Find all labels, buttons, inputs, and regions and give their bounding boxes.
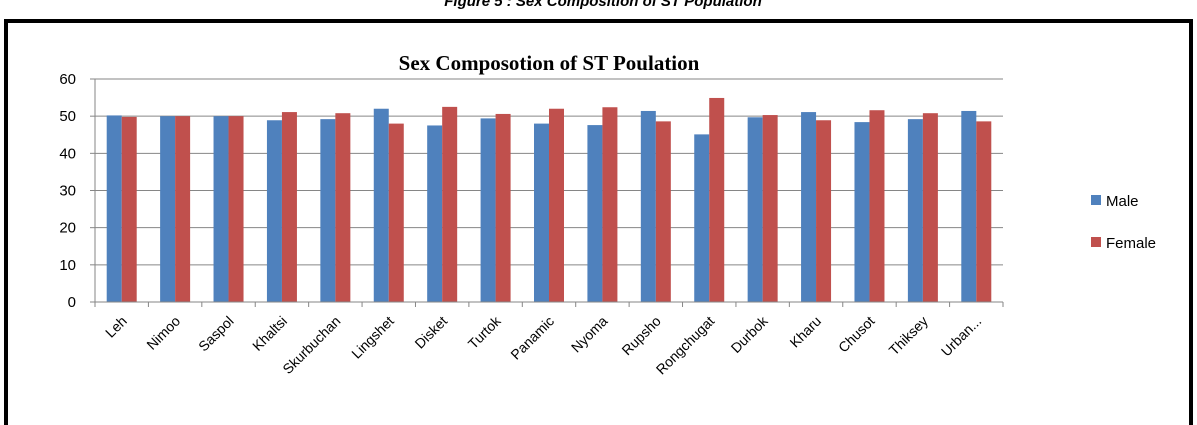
x-tick-label: Nyoma bbox=[568, 313, 611, 356]
x-tick-label: Urban... bbox=[938, 313, 985, 360]
legend-label: Male bbox=[1106, 193, 1139, 210]
legend-swatch bbox=[1091, 195, 1101, 205]
bar bbox=[854, 122, 870, 302]
bar bbox=[747, 117, 763, 302]
bar bbox=[762, 115, 778, 302]
x-tick-label: Skurbuchan bbox=[279, 313, 343, 377]
bar bbox=[373, 108, 389, 302]
bar bbox=[427, 125, 443, 302]
bar bbox=[640, 110, 656, 302]
x-tick-label: Rongchugat bbox=[653, 313, 718, 378]
y-tick-label: 20 bbox=[59, 220, 76, 237]
bar bbox=[602, 107, 618, 302]
x-tick-label: Chusot bbox=[835, 313, 878, 356]
x-tick-label: Panamic bbox=[507, 313, 557, 363]
bar bbox=[320, 119, 336, 302]
bar bbox=[655, 121, 671, 303]
bar bbox=[816, 120, 832, 302]
x-tick-label: Kharu bbox=[786, 313, 824, 351]
bar bbox=[961, 110, 977, 302]
bar bbox=[480, 118, 496, 302]
bar bbox=[549, 108, 564, 302]
x-tick-label: Thiksey bbox=[886, 313, 931, 358]
bar bbox=[335, 113, 351, 303]
legend-label: Female bbox=[1106, 235, 1156, 252]
y-tick-label: 60 bbox=[59, 71, 76, 88]
bar bbox=[388, 123, 404, 302]
bar bbox=[121, 116, 137, 302]
bar bbox=[281, 112, 297, 302]
x-tick-label: Leh bbox=[102, 313, 130, 341]
y-tick-label: 40 bbox=[59, 145, 76, 162]
bar bbox=[160, 116, 176, 303]
y-tick-label: 10 bbox=[59, 257, 76, 274]
bar bbox=[442, 106, 458, 302]
bar bbox=[495, 113, 511, 302]
figure-caption: Figure 5 : Sex Composition of ST Populat… bbox=[444, 0, 762, 10]
x-tick-label: Rupsho bbox=[619, 313, 665, 359]
bar bbox=[106, 115, 122, 302]
x-tick-label: Lingshet bbox=[348, 313, 397, 362]
bar bbox=[907, 119, 923, 302]
bar bbox=[534, 123, 549, 302]
x-tick-label: Durbok bbox=[728, 312, 772, 356]
x-tick-label: Saspol bbox=[195, 313, 237, 355]
bar bbox=[175, 116, 191, 303]
bar bbox=[922, 113, 938, 303]
bar bbox=[709, 97, 725, 302]
x-tick-label: Nimoo bbox=[143, 313, 183, 353]
bar bbox=[228, 116, 244, 303]
bar bbox=[213, 116, 229, 303]
bar bbox=[266, 120, 282, 302]
bar bbox=[869, 110, 885, 302]
x-tick-label: Khaltsi bbox=[249, 313, 290, 354]
frame bbox=[4, 19, 1193, 425]
y-tick-label: 30 bbox=[59, 183, 76, 200]
bar bbox=[587, 125, 603, 302]
x-tick-label: Turtok bbox=[465, 312, 505, 352]
y-tick-label: 50 bbox=[59, 108, 76, 125]
x-tick-label: Disket bbox=[411, 313, 450, 352]
legend-swatch bbox=[1091, 237, 1101, 247]
bar bbox=[694, 134, 710, 302]
y-tick-label: 0 bbox=[68, 294, 76, 311]
bar bbox=[976, 121, 992, 303]
chart-title: Sex Composotion of ST Poulation bbox=[399, 51, 700, 75]
bar bbox=[801, 112, 817, 302]
